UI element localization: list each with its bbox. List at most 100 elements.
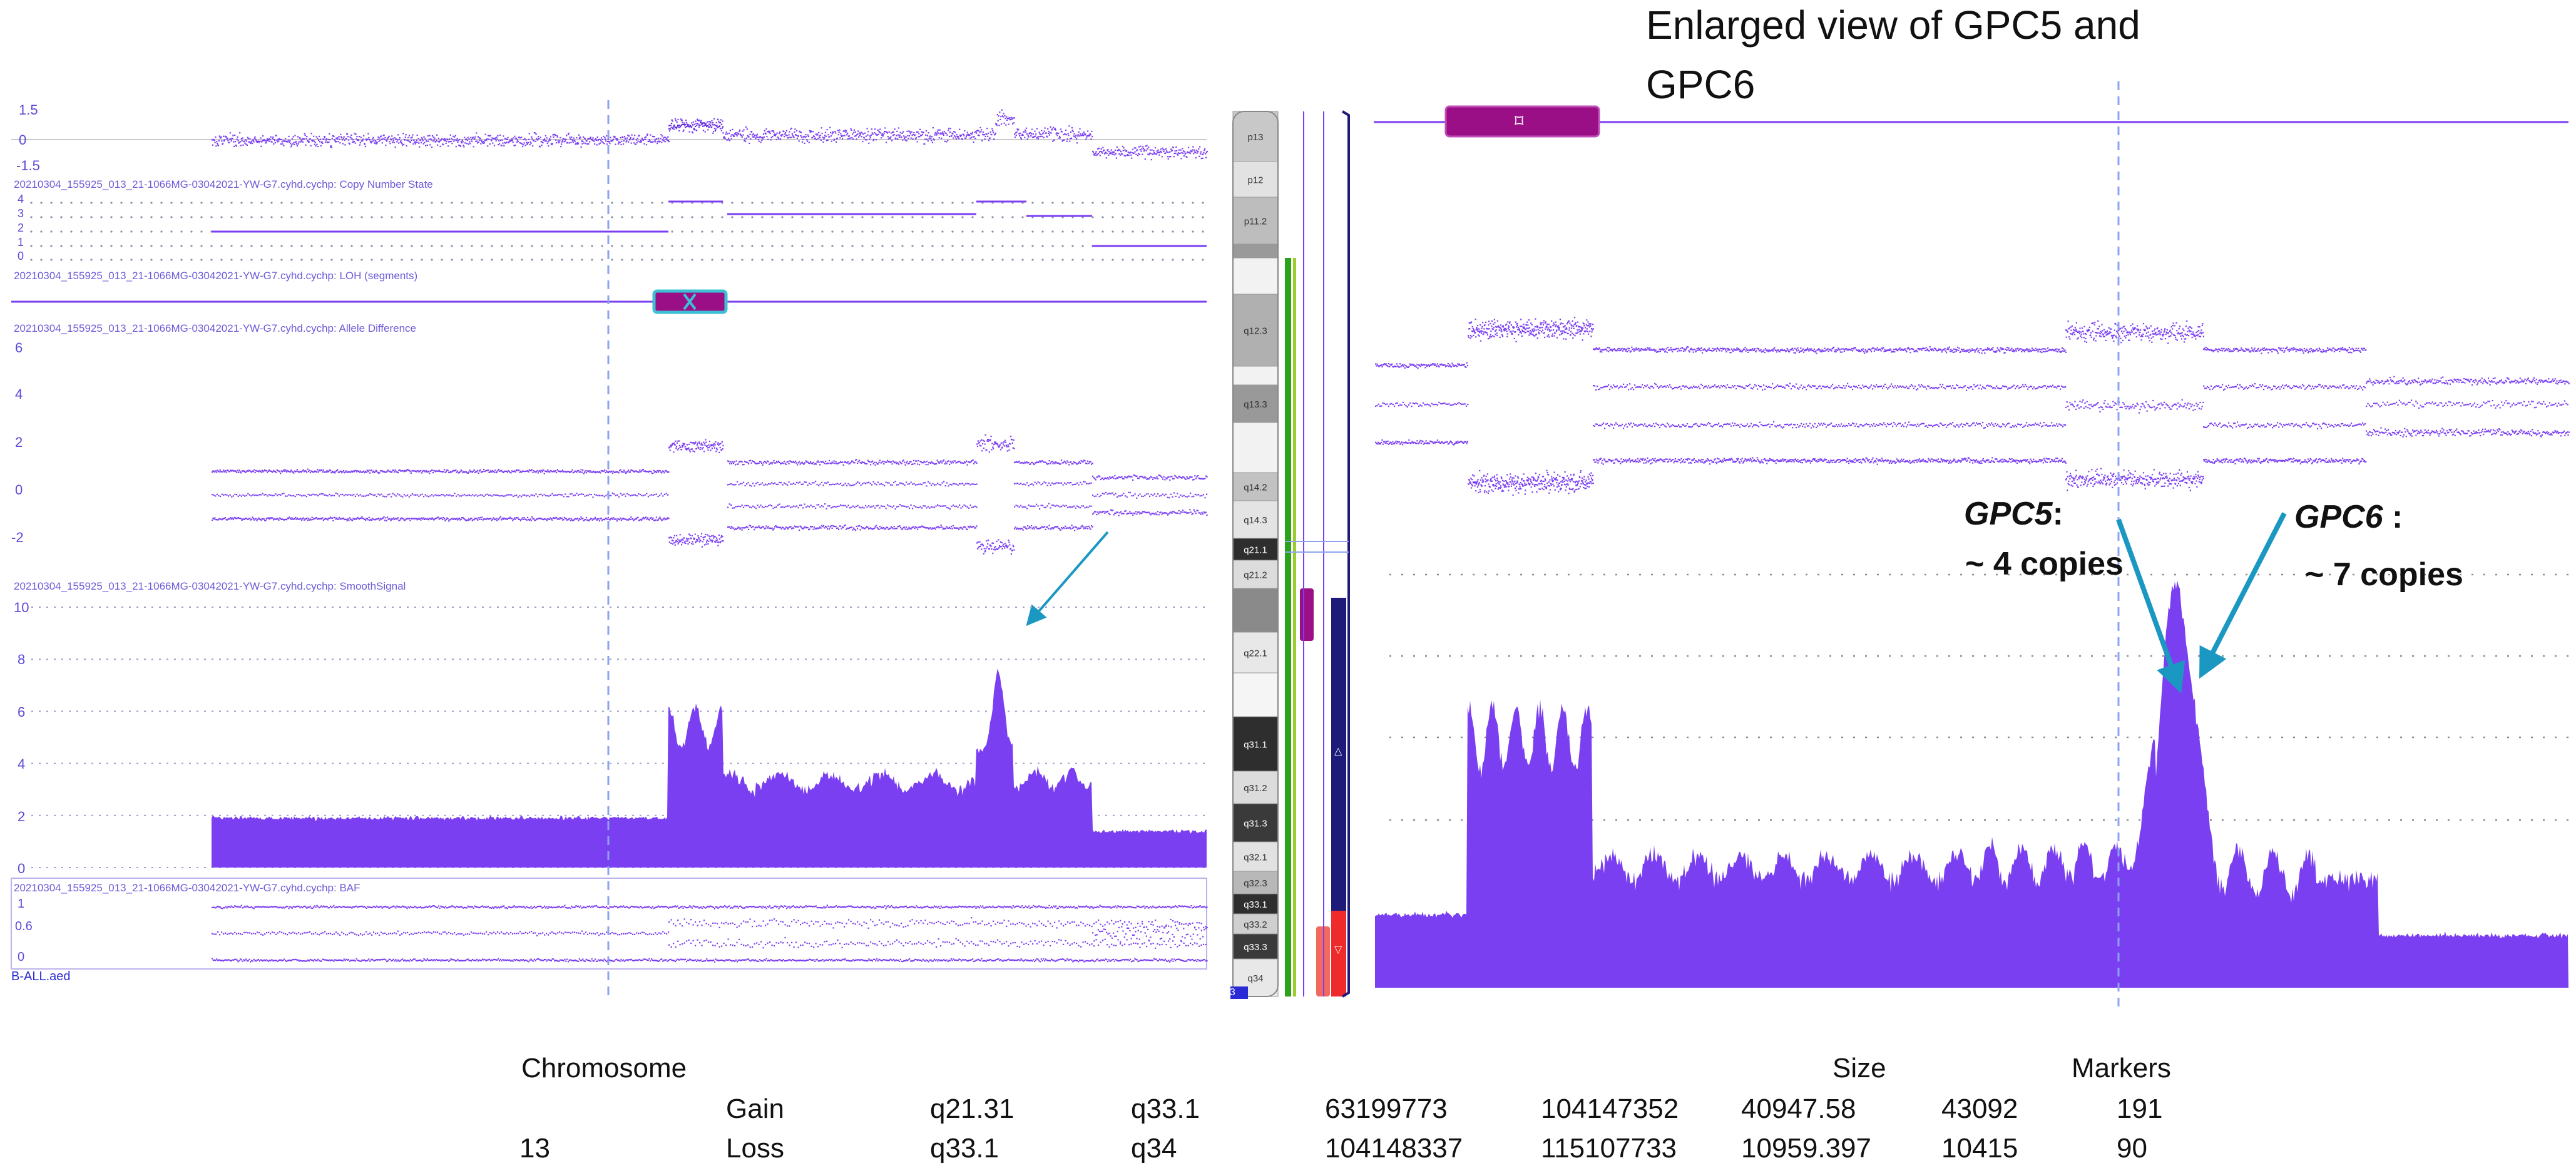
allele-point xyxy=(523,470,524,472)
allele-point xyxy=(670,444,672,446)
allele-point xyxy=(382,471,384,473)
allele-point xyxy=(1028,504,1030,506)
cn-grid-dot xyxy=(991,259,994,261)
allele-point xyxy=(667,494,669,496)
allele-point xyxy=(492,518,494,520)
log2-point xyxy=(921,131,923,133)
log2-point xyxy=(594,143,596,145)
cn-grid-dot xyxy=(110,216,113,218)
log2-point xyxy=(1107,148,1109,151)
log2-point xyxy=(792,135,794,136)
allele-point xyxy=(272,471,273,473)
log2-point xyxy=(1119,149,1121,151)
log2-point xyxy=(876,134,878,136)
allele-point xyxy=(552,471,554,473)
allele-point xyxy=(739,461,741,463)
allele-point xyxy=(717,545,719,546)
allele-point xyxy=(835,483,837,485)
allele-point xyxy=(305,518,307,520)
log2-point xyxy=(668,141,670,143)
allele-point xyxy=(1018,483,1020,485)
allele-point xyxy=(325,518,327,520)
allele-point xyxy=(447,494,449,496)
log2-point xyxy=(742,134,744,136)
allele-point xyxy=(790,461,792,463)
allele-point xyxy=(251,471,253,473)
allele-point xyxy=(312,471,314,473)
allele-point xyxy=(799,505,801,506)
allele-point xyxy=(804,503,805,505)
allele-point xyxy=(969,505,971,506)
log2-point xyxy=(381,135,382,137)
log2-point xyxy=(437,137,439,140)
allele-point xyxy=(848,527,850,529)
allele-point xyxy=(486,469,488,471)
log2-point xyxy=(549,136,552,138)
allele-point xyxy=(334,494,335,496)
cn-grid-dot xyxy=(290,202,293,204)
allele-point xyxy=(895,461,897,463)
log2-point xyxy=(909,133,911,135)
log2-point xyxy=(666,138,668,140)
allele-point xyxy=(226,519,228,521)
allele-point xyxy=(957,527,959,529)
allele-point xyxy=(771,463,773,464)
log2-point xyxy=(374,142,376,144)
log2-point xyxy=(649,140,651,142)
log2-point xyxy=(339,138,340,140)
cn-grid-dot xyxy=(611,245,613,247)
allele-point xyxy=(904,484,906,486)
allele-point xyxy=(318,469,320,471)
allele-point xyxy=(516,469,518,471)
allele-point xyxy=(1031,505,1033,507)
cn-grid-dot xyxy=(1152,230,1154,233)
allele-point xyxy=(626,519,628,521)
log2-point xyxy=(705,124,707,126)
allele-point xyxy=(387,469,389,471)
allele-point xyxy=(463,518,464,520)
allele-point xyxy=(800,504,802,506)
allele-point xyxy=(765,461,767,463)
log2-point xyxy=(976,130,979,131)
allele-point xyxy=(1033,484,1035,486)
log2-point xyxy=(1031,136,1033,138)
allele-point xyxy=(683,541,685,543)
allele-point xyxy=(522,494,524,496)
allele-point xyxy=(777,461,779,463)
allele-point xyxy=(565,518,567,520)
allele-point xyxy=(1023,506,1025,508)
allele-point xyxy=(929,507,931,509)
allele-point xyxy=(743,506,745,508)
log2-point xyxy=(1124,149,1126,151)
cn-grid-dot xyxy=(761,202,764,204)
log2-point xyxy=(1134,151,1136,153)
cn-grid-dot xyxy=(851,259,854,261)
allele-point xyxy=(601,470,603,472)
log2-point xyxy=(1065,134,1067,136)
log2-point xyxy=(463,146,465,148)
allele-point xyxy=(372,518,374,520)
allele-point xyxy=(504,518,506,520)
allele-point xyxy=(589,519,591,521)
allele-point xyxy=(232,470,234,472)
allele-point xyxy=(237,517,238,519)
cn-grid-dot xyxy=(401,216,403,218)
log2-point xyxy=(912,133,914,135)
allele-point xyxy=(722,536,723,538)
cn-grid-dot xyxy=(981,230,984,233)
allele-point xyxy=(377,518,379,520)
allele-point xyxy=(368,516,370,518)
allele-point xyxy=(272,494,273,496)
allele-point xyxy=(526,519,528,521)
allele-point xyxy=(530,520,532,521)
allele-point xyxy=(720,541,722,543)
allele-point xyxy=(746,505,748,506)
allele-point xyxy=(422,517,424,519)
allele-point xyxy=(876,463,878,465)
allele-point xyxy=(253,494,255,496)
log2-point xyxy=(668,130,671,132)
allele-point xyxy=(591,519,593,521)
cn-grid-dot xyxy=(461,202,463,204)
allele-point xyxy=(718,538,720,540)
allele-point xyxy=(976,483,978,485)
